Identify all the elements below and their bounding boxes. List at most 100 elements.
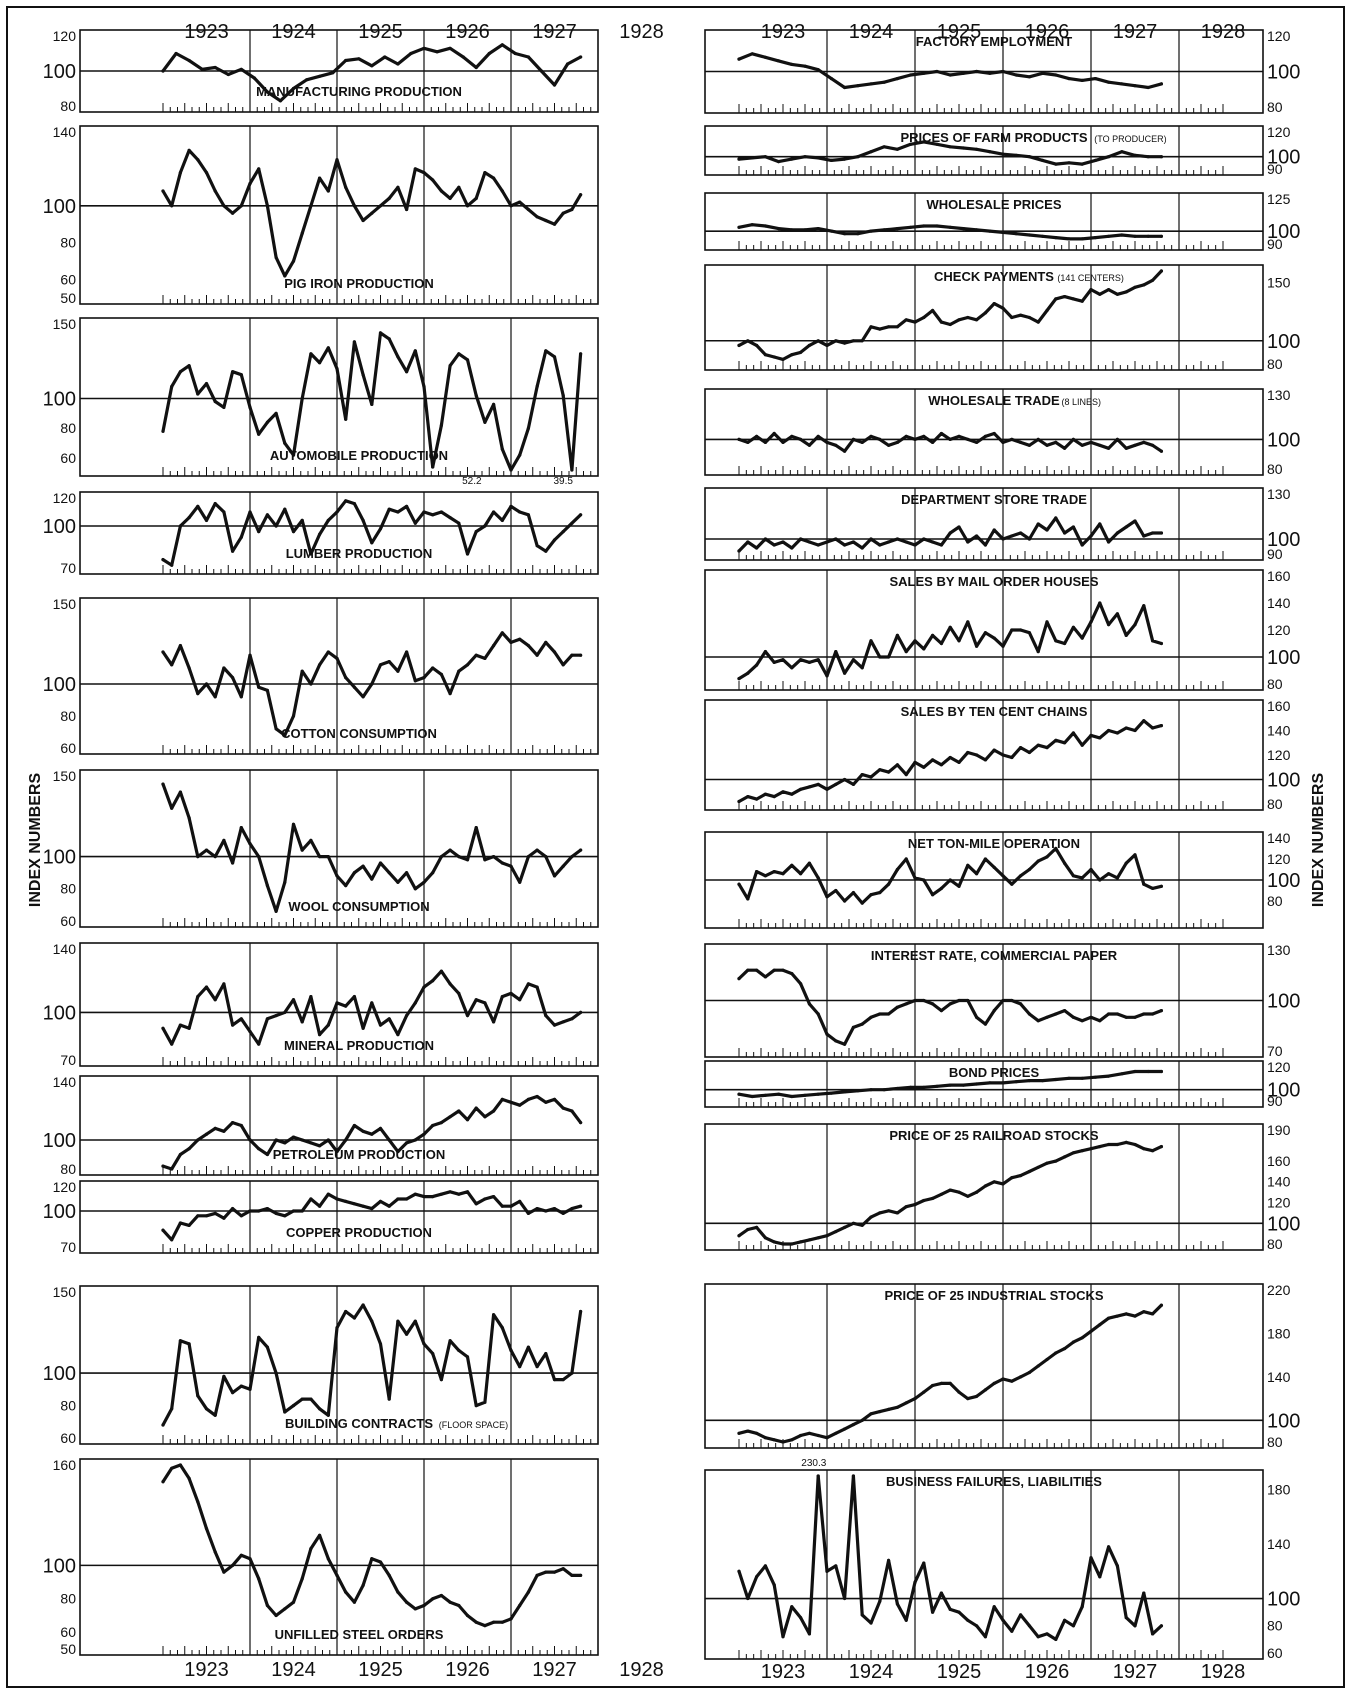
panel-3-data-point [465, 358, 470, 362]
panel-15-data-point [922, 315, 926, 320]
panel-2-data-point [318, 176, 322, 180]
panel-6-series-line [161, 782, 583, 913]
panel-8-data-point [291, 1135, 296, 1139]
panel-19-tick-140: 140 [1267, 722, 1291, 738]
panel-22-data-point [750, 1094, 754, 1099]
panel-5-data-point [283, 733, 287, 737]
panel-6-tick-60: 60 [60, 913, 76, 929]
panel-16-data-point [957, 434, 961, 438]
panel-15-data-point [790, 353, 794, 357]
panel-7-data-point [474, 998, 478, 1002]
panel-3-data-point [405, 370, 409, 374]
panel-9-data-point [196, 1214, 200, 1218]
panel-25-data-point [1133, 1624, 1137, 1628]
panel-7-data-point [483, 1001, 487, 1005]
panel-10-data-point [370, 1319, 374, 1323]
panel-6-data-point [561, 864, 565, 868]
panel-7-frame [79, 942, 599, 1067]
panel-2 [79, 125, 599, 305]
panel-21-data-point [975, 1015, 979, 1019]
panel-25-data-point [966, 1618, 970, 1622]
panel-1-data-point [331, 71, 335, 75]
panel-3-annotation-39.5: 39.5 [553, 476, 573, 487]
panel-19-data-point [983, 758, 988, 762]
panel-20-data-point [860, 901, 864, 905]
panel-16-data-point [966, 437, 970, 441]
panel-14-data-point [1093, 236, 1097, 240]
panel-13-data-point [1093, 158, 1097, 162]
panel-6-data-point [439, 855, 443, 859]
panel-7-data-point [396, 1033, 400, 1037]
panel-20-data-point [790, 863, 794, 867]
panel-6-data-point [526, 855, 531, 859]
panel-12-tick-120: 120 [1267, 28, 1291, 44]
panel-24-tick-100: 100 [1267, 1410, 1300, 1432]
panel-25-data-point [1142, 1591, 1146, 1595]
panel-15-data-point [913, 320, 917, 324]
panel-15-data-point [983, 311, 988, 315]
panel-9-data-point [413, 1192, 417, 1196]
panel-3-data-point [222, 405, 226, 409]
panel-22-data-point [909, 1085, 913, 1089]
panel-8-data-point [300, 1138, 304, 1142]
panel-7-data-point [326, 1023, 330, 1027]
panel-15-data-point [763, 353, 768, 357]
panel-8-data-point [248, 1138, 252, 1142]
panel-12-data-point [1041, 71, 1045, 75]
panel-16 [704, 388, 1264, 476]
panel-7-data-point [439, 969, 443, 973]
panel-5-data-point [526, 644, 531, 648]
panel-9-tick-100: 100 [43, 1201, 76, 1223]
panel-4-data-point [370, 541, 374, 545]
panel-15-data-point [887, 325, 891, 329]
panel-6-data-point [422, 880, 426, 884]
panel-17-data-point [1098, 522, 1102, 526]
panel-18-data-point [983, 631, 988, 635]
panel-23-data-point [1036, 1165, 1040, 1169]
panel-16-data-point [895, 440, 900, 444]
panel-7-data-point [300, 1020, 304, 1024]
panel-2-title: PIG IRON PRODUCTION [284, 276, 434, 291]
panel-8-data-point [396, 1150, 400, 1154]
panel-11-data-point [422, 1603, 426, 1608]
panel-10-data-point [500, 1326, 504, 1330]
panel-20-data-point [931, 893, 935, 897]
panel-1-data-point [239, 67, 243, 71]
panel-1-data-point [409, 51, 413, 56]
panel-20-data-point [816, 876, 820, 880]
panel-2-data-point [378, 204, 383, 208]
panel-18-data-point [1159, 641, 1163, 646]
panel-15-tick-150: 150 [1267, 275, 1291, 291]
panel-3-data-point [187, 364, 191, 368]
panel-24-data-point [1124, 1312, 1128, 1316]
panel-24-data-point [1142, 1310, 1146, 1314]
panel-18-data-point [1063, 641, 1067, 646]
panel-24-data-point [763, 1436, 768, 1440]
panel-23-data-point [939, 1192, 944, 1196]
panel-15-data-point [772, 355, 776, 359]
panel-21-data-point [1001, 998, 1005, 1003]
panel-22-data-point [803, 1093, 807, 1097]
panel-18-data-point [790, 666, 794, 670]
panel-2-data-point [335, 158, 339, 162]
panel-13-data-point [856, 155, 860, 159]
panel-12 [704, 29, 1264, 114]
year-header-left-1926: 1926 [445, 21, 490, 43]
panel-2-data-point [370, 211, 374, 215]
panel-15-data-point [939, 320, 944, 324]
panel-9-data-point [431, 1195, 435, 1199]
panel-9-data-point [500, 1204, 504, 1208]
panel-4-data-point [222, 510, 226, 514]
panel-23-data-point [957, 1190, 961, 1194]
panel-24-data-point [1080, 1336, 1084, 1340]
panel-10-data-point [439, 1378, 443, 1382]
panel-23-data-point [781, 1242, 785, 1246]
panel-1-data-point [487, 51, 491, 56]
panel-25-data-point [843, 1596, 847, 1601]
panel-12-data-point [1027, 75, 1031, 79]
panel-24-data-point [1089, 1329, 1093, 1333]
panel-19-data-point [939, 763, 944, 767]
panel-24-data-point [931, 1383, 935, 1388]
panel-19-data-point [878, 768, 882, 772]
